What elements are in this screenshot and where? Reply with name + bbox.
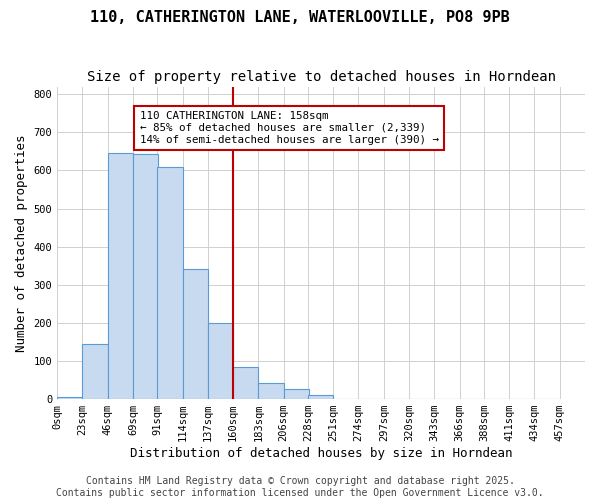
Bar: [182, 270, 208, 399]
Text: Contains HM Land Registry data © Crown copyright and database right 2025.
Contai: Contains HM Land Registry data © Crown c…: [56, 476, 544, 498]
Bar: [82, 344, 108, 399]
X-axis label: Distribution of detached houses by size in Horndean: Distribution of detached houses by size …: [130, 447, 512, 460]
Text: 110 CATHERINGTON LANE: 158sqm
← 85% of detached houses are smaller (2,339)
14% o: 110 CATHERINGTON LANE: 158sqm ← 85% of d…: [140, 112, 439, 144]
Bar: [108, 154, 133, 399]
Bar: [284, 389, 309, 399]
Bar: [308, 396, 333, 399]
Bar: [57, 397, 82, 399]
Text: 110, CATHERINGTON LANE, WATERLOOVILLE, PO8 9PB: 110, CATHERINGTON LANE, WATERLOOVILLE, P…: [90, 10, 510, 25]
Bar: [259, 383, 284, 399]
Y-axis label: Number of detached properties: Number of detached properties: [15, 134, 28, 352]
Bar: [208, 323, 233, 399]
Bar: [233, 367, 259, 399]
Bar: [133, 154, 158, 399]
Bar: [157, 166, 182, 399]
Title: Size of property relative to detached houses in Horndean: Size of property relative to detached ho…: [86, 70, 556, 84]
